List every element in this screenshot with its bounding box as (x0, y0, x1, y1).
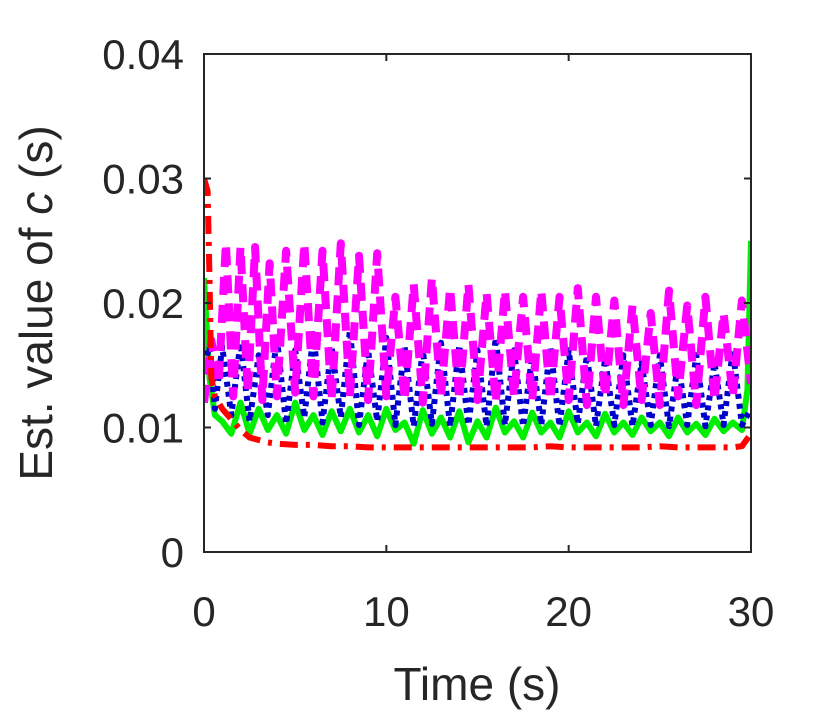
plot-area (204, 54, 751, 552)
series-line-4 (204, 177, 751, 451)
series-line-1 (204, 240, 751, 447)
x-tick-label: 20 (545, 588, 592, 635)
y-axis-label: Est. value of c (s) (10, 125, 62, 480)
x-tick-label: 30 (728, 588, 775, 635)
y-axis-label-prefix: Est. value of (10, 215, 62, 481)
x-tick-label: 0 (192, 588, 215, 635)
y-tick-label: 0.01 (102, 405, 184, 452)
series-line-3 (204, 239, 751, 410)
ticks-layer (203, 53, 752, 553)
y-axis-label-symbol: c (10, 192, 62, 215)
series-layer (204, 177, 751, 451)
y-tick-label: 0.03 (102, 156, 184, 203)
y-tick-label: 0.04 (102, 31, 184, 78)
tick-labels-layer: 0 10 20 30 0 0.01 0.02 0.03 0.04 (102, 31, 774, 635)
y-tick-label: 0.02 (102, 280, 184, 327)
x-axis-label: Time (s) (394, 658, 561, 710)
x-tick-label: 10 (363, 588, 410, 635)
y-axis-label-suffix: (s) (10, 125, 62, 191)
y-tick-label: 0 (161, 529, 184, 576)
